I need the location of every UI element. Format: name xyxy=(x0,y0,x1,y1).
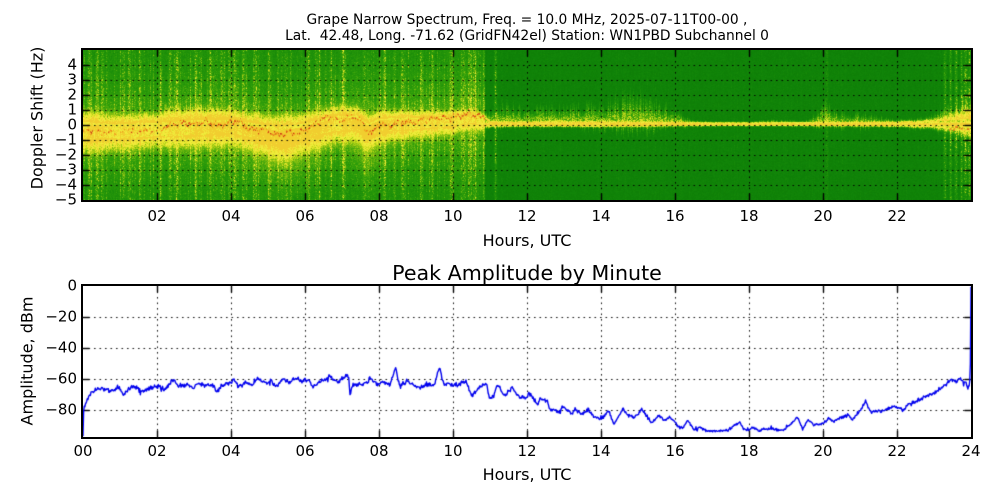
amplitude-plot xyxy=(83,286,971,437)
tick-label-y: −20 xyxy=(45,307,77,326)
tick-label-y: −80 xyxy=(45,400,77,419)
tick-label-x: 02 xyxy=(147,206,167,225)
spectrogram-image xyxy=(83,50,971,200)
tick-label-y: 0 xyxy=(67,115,77,134)
tick-label-x: 12 xyxy=(517,442,537,460)
tick-label-y: −40 xyxy=(45,338,77,357)
spectrogram-title-line2: Lat. 42.48, Long. -71.62 (GridFN42el) St… xyxy=(285,28,769,45)
tick-label-x: 08 xyxy=(369,206,389,225)
tick-label-y: −5 xyxy=(54,190,77,209)
tick-label-x: 14 xyxy=(591,442,611,460)
amplitude-axes xyxy=(81,284,973,439)
amplitude-xlabel: Hours, UTC xyxy=(482,465,572,484)
tick-label-y: 1 xyxy=(67,100,77,119)
tick-label-x: 18 xyxy=(739,442,759,460)
tick-label-y: −1 xyxy=(54,130,77,149)
tick-label-x: 16 xyxy=(665,442,685,460)
tick-label-x: 20 xyxy=(813,442,833,460)
tick-label-y: 0 xyxy=(67,276,77,295)
spectrogram-xlabel: Hours, UTC xyxy=(482,231,572,250)
tick-label-x: 18 xyxy=(739,206,759,225)
tick-label-x: 06 xyxy=(295,206,315,225)
tick-label-x: 04 xyxy=(221,442,241,460)
tick-label-x: 24 xyxy=(961,442,981,460)
tick-label-x: 08 xyxy=(369,442,389,460)
tick-label-x: 14 xyxy=(591,206,611,225)
tick-label-x: 22 xyxy=(887,442,907,460)
tick-label-x: 10 xyxy=(443,206,463,225)
tick-label-y: 4 xyxy=(67,55,77,74)
tick-label-y: −4 xyxy=(54,175,77,194)
tick-label-x: 06 xyxy=(295,442,315,460)
spectrogram-title-line1: Grape Narrow Spectrum, Freq. = 10.0 MHz,… xyxy=(306,12,748,28)
tick-label-x: 02 xyxy=(147,442,167,460)
tick-label-x: 10 xyxy=(443,442,463,460)
tick-label-y: 3 xyxy=(67,70,77,89)
tick-label-y: 2 xyxy=(67,85,77,104)
tick-label-x: 16 xyxy=(665,206,685,225)
tick-label-x: 12 xyxy=(517,206,537,225)
spectrogram-title: Grape Narrow Spectrum, Freq. = 10.0 MHz,… xyxy=(83,12,971,45)
tick-label-y: −3 xyxy=(54,160,77,179)
tick-label-y: −60 xyxy=(45,369,77,388)
tick-label-x: 20 xyxy=(813,206,833,225)
amplitude-title: Peak Amplitude by Minute xyxy=(392,261,662,285)
spectrogram-axes xyxy=(81,48,973,202)
tick-label-x: 22 xyxy=(887,206,907,225)
tick-label-y: −2 xyxy=(54,145,77,164)
tick-label-x: 00 xyxy=(73,442,93,460)
tick-label-x: 04 xyxy=(221,206,241,225)
